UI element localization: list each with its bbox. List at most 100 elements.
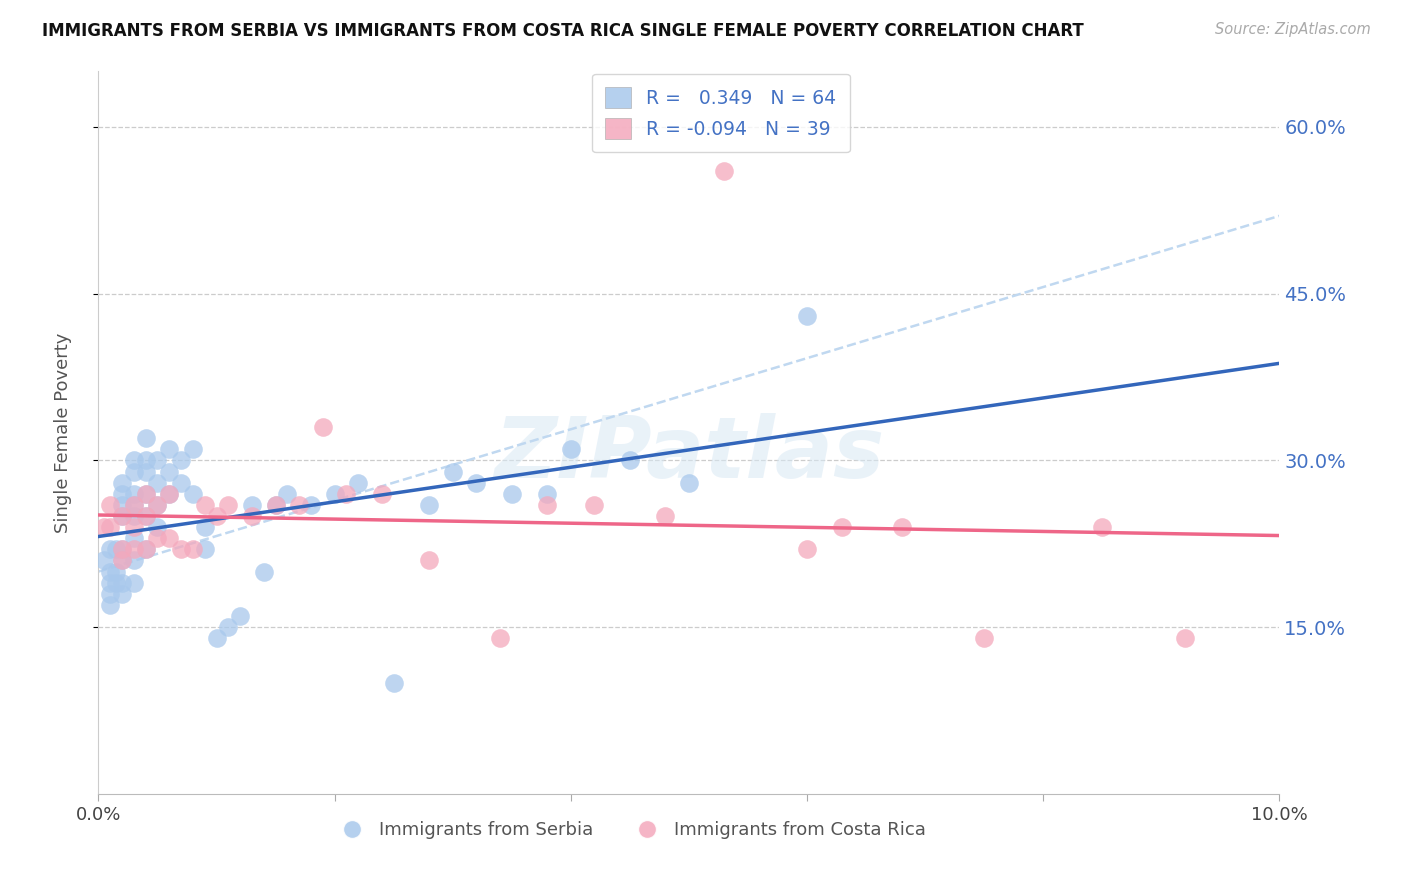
Point <box>135 508 157 523</box>
Point <box>122 465 145 479</box>
Point <box>217 498 239 512</box>
Point <box>170 453 193 467</box>
Point <box>122 508 145 523</box>
Point <box>122 575 145 590</box>
Point <box>146 531 169 545</box>
Point <box>122 453 145 467</box>
Legend: Immigrants from Serbia, Immigrants from Costa Rica: Immigrants from Serbia, Immigrants from … <box>326 814 934 847</box>
Point <box>312 420 335 434</box>
Point <box>157 531 180 545</box>
Point <box>105 542 128 557</box>
Point <box>93 553 115 567</box>
Y-axis label: Single Female Poverty: Single Female Poverty <box>53 333 72 533</box>
Point <box>796 542 818 557</box>
Text: Source: ZipAtlas.com: Source: ZipAtlas.com <box>1215 22 1371 37</box>
Point <box>93 520 115 534</box>
Point <box>98 598 121 612</box>
Point <box>98 587 121 601</box>
Point <box>583 498 606 512</box>
Point <box>890 520 912 534</box>
Point <box>560 442 582 457</box>
Point <box>501 487 523 501</box>
Point <box>347 475 370 490</box>
Point <box>323 487 346 501</box>
Point <box>181 442 204 457</box>
Point <box>240 508 263 523</box>
Point <box>181 487 204 501</box>
Point <box>135 431 157 445</box>
Point <box>111 508 134 523</box>
Point <box>111 542 134 557</box>
Point <box>122 531 145 545</box>
Point <box>135 453 157 467</box>
Point <box>264 498 287 512</box>
Point <box>146 520 169 534</box>
Point <box>111 587 134 601</box>
Point <box>111 542 134 557</box>
Point <box>111 508 134 523</box>
Point <box>288 498 311 512</box>
Point <box>217 620 239 634</box>
Point <box>678 475 700 490</box>
Point <box>170 475 193 490</box>
Point <box>536 487 558 501</box>
Point <box>122 487 145 501</box>
Point <box>135 487 157 501</box>
Point <box>135 465 157 479</box>
Point <box>654 508 676 523</box>
Point <box>111 475 134 490</box>
Point <box>157 487 180 501</box>
Point <box>465 475 488 490</box>
Point <box>194 498 217 512</box>
Point <box>157 487 180 501</box>
Point <box>135 542 157 557</box>
Point <box>98 498 121 512</box>
Point <box>135 487 157 501</box>
Point <box>796 309 818 323</box>
Point <box>98 575 121 590</box>
Point <box>371 487 394 501</box>
Point <box>181 542 204 557</box>
Point <box>146 453 169 467</box>
Point <box>973 632 995 646</box>
Point <box>441 465 464 479</box>
Point <box>105 565 128 579</box>
Text: IMMIGRANTS FROM SERBIA VS IMMIGRANTS FROM COSTA RICA SINGLE FEMALE POVERTY CORRE: IMMIGRANTS FROM SERBIA VS IMMIGRANTS FRO… <box>42 22 1084 40</box>
Point <box>713 164 735 178</box>
Point <box>105 575 128 590</box>
Point <box>194 542 217 557</box>
Point <box>135 508 157 523</box>
Point <box>205 508 228 523</box>
Point <box>111 575 134 590</box>
Point <box>418 553 440 567</box>
Point <box>299 498 322 512</box>
Point <box>536 498 558 512</box>
Text: ZIPatlas: ZIPatlas <box>494 413 884 496</box>
Point <box>253 565 276 579</box>
Point <box>382 675 405 690</box>
Point <box>122 498 145 512</box>
Point <box>98 520 121 534</box>
Point <box>240 498 263 512</box>
Point <box>619 453 641 467</box>
Point <box>170 542 193 557</box>
Point <box>194 520 217 534</box>
Point <box>111 553 134 567</box>
Point <box>1091 520 1114 534</box>
Point <box>98 542 121 557</box>
Point <box>146 475 169 490</box>
Point <box>831 520 853 534</box>
Point <box>157 442 180 457</box>
Point <box>111 487 134 501</box>
Point <box>122 498 145 512</box>
Point <box>122 553 145 567</box>
Point <box>122 542 145 557</box>
Point <box>111 498 134 512</box>
Point <box>418 498 440 512</box>
Point <box>335 487 357 501</box>
Point <box>205 632 228 646</box>
Point <box>111 553 134 567</box>
Point <box>489 632 512 646</box>
Point <box>276 487 298 501</box>
Point <box>146 498 169 512</box>
